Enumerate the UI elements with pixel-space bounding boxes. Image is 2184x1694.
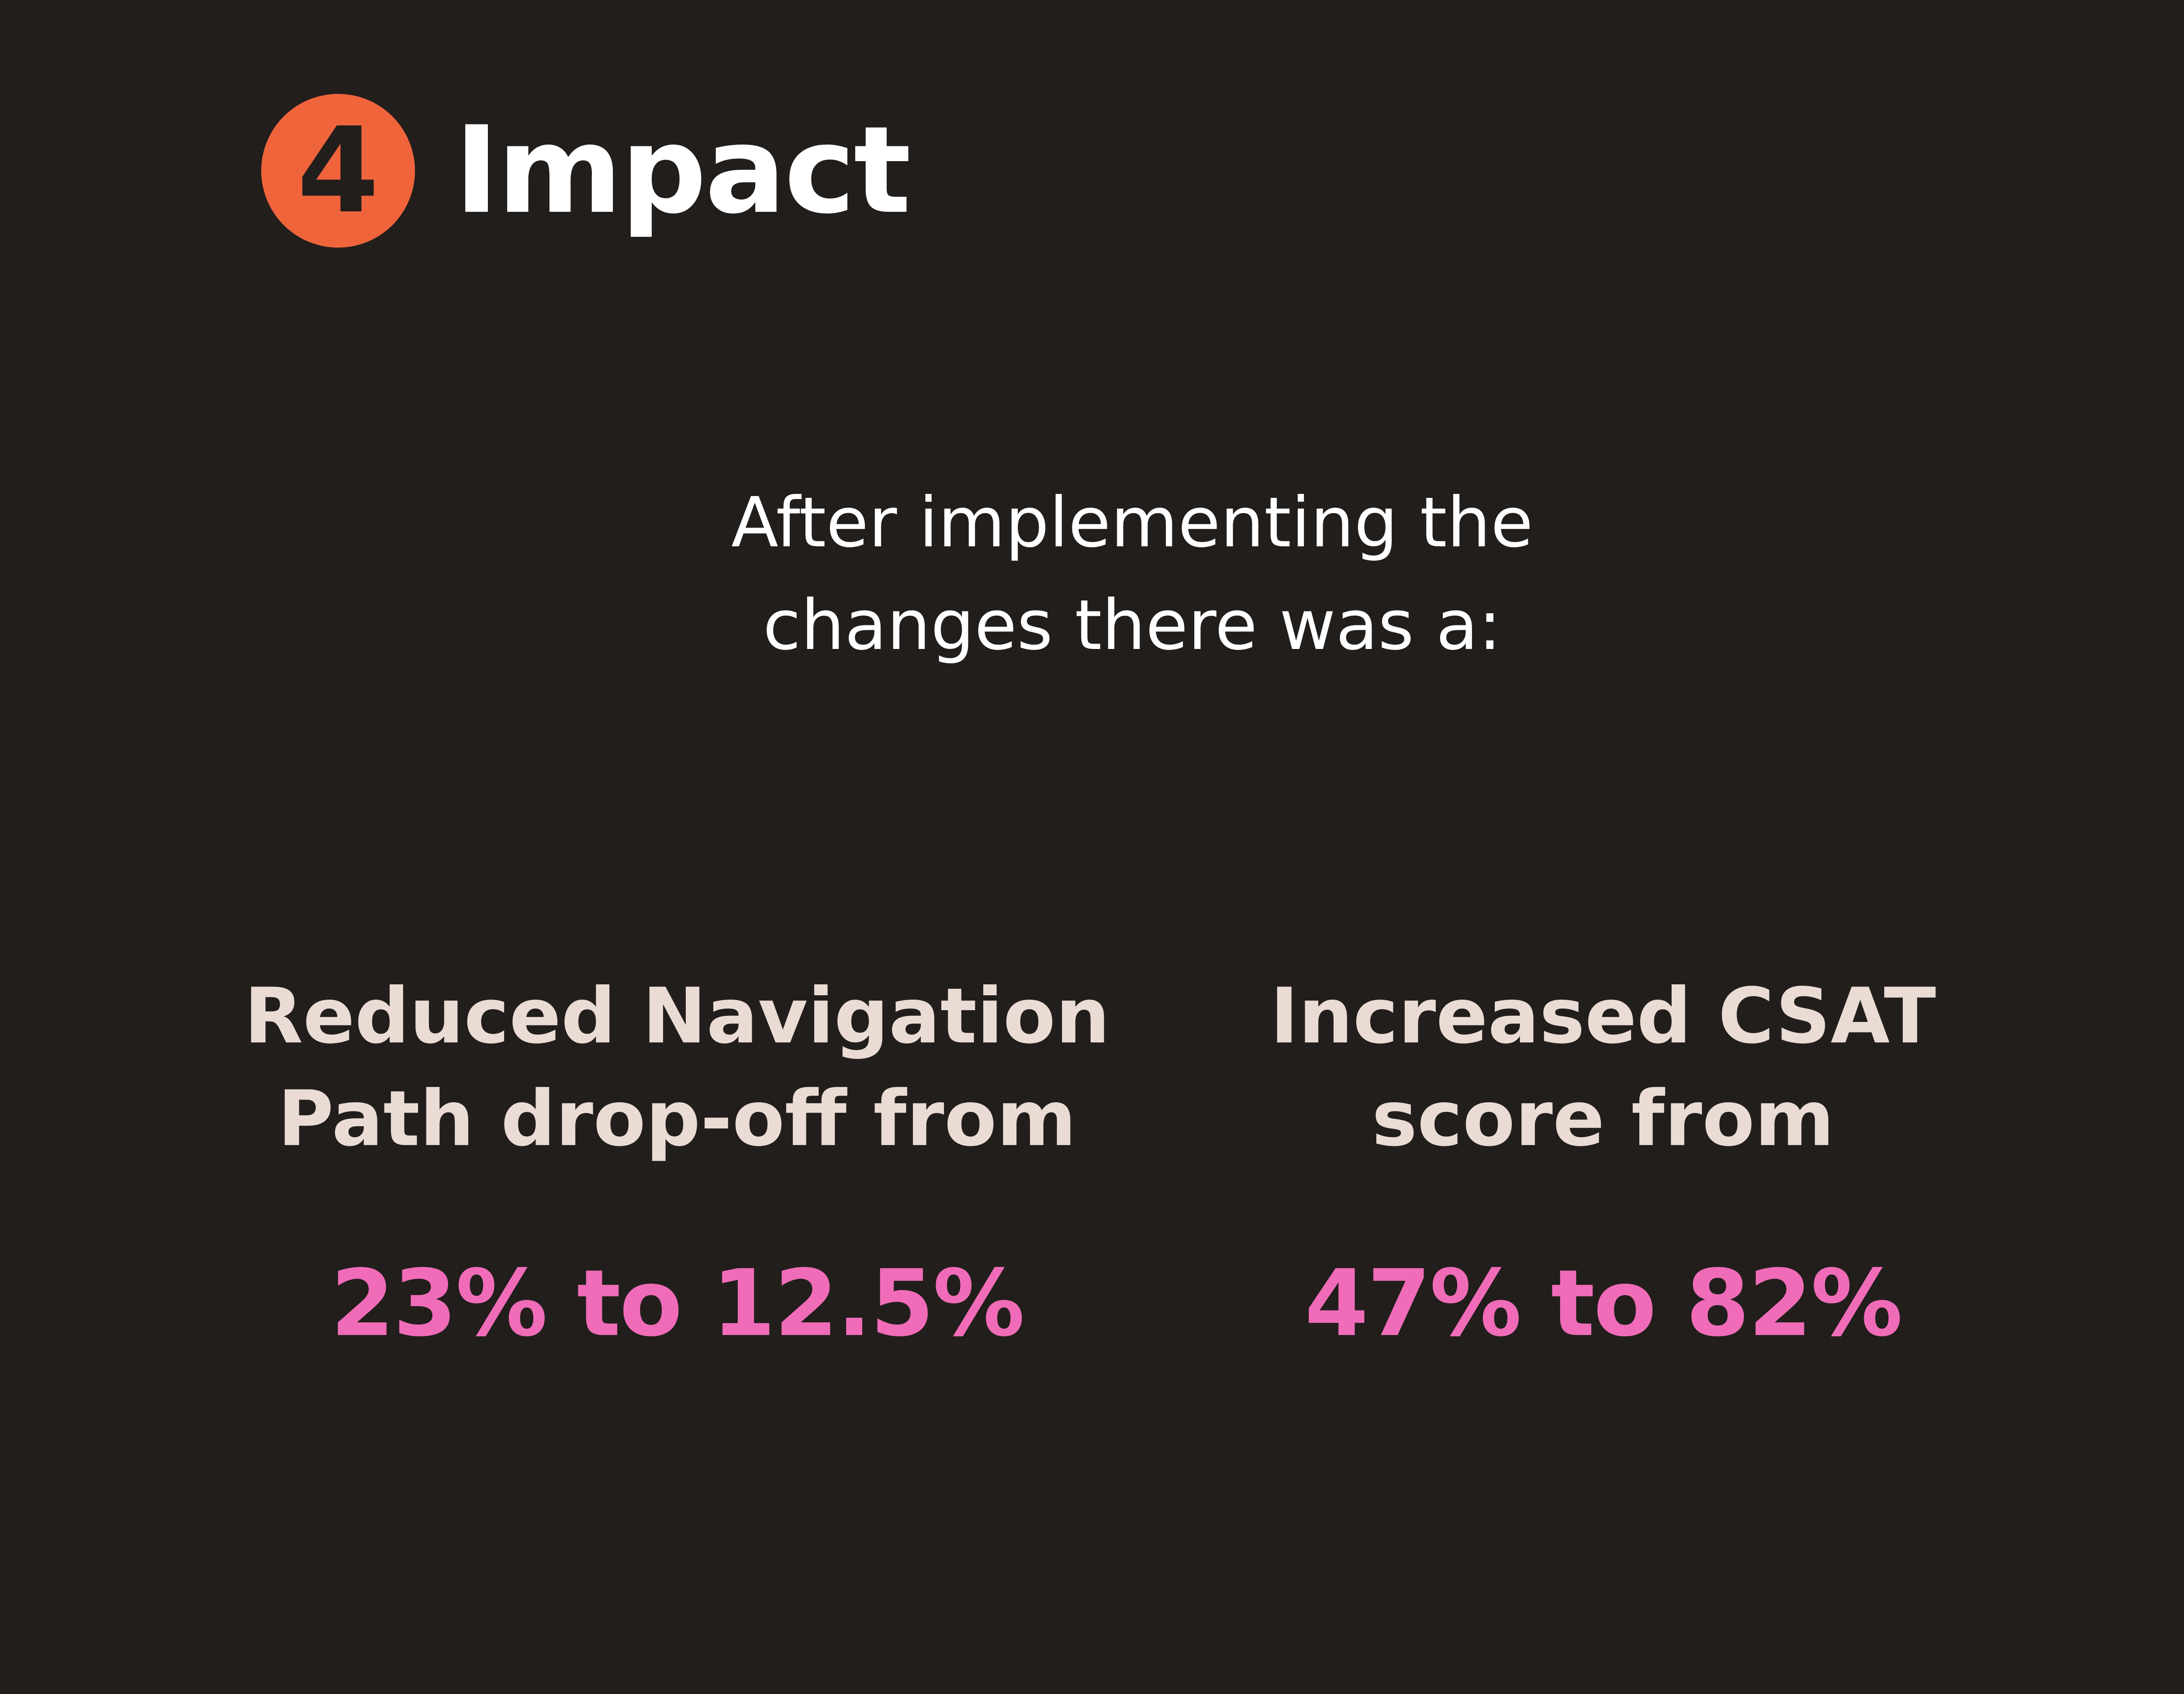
intro-text: After implementing the changes there was… [437, 472, 1828, 677]
metric-value: 23% to 12.5% [330, 1250, 1025, 1357]
metric-label-line: Reduced Navigation [244, 972, 1110, 1061]
step-number: 4 [297, 102, 379, 239]
page-title: Impact [454, 100, 911, 240]
metric-value: 47% to 82% [1304, 1250, 1903, 1357]
metric-csat-score: Increased CSAT score from 47% to 82% [1101, 965, 2105, 1363]
intro-line: changes there was a: [763, 585, 1502, 666]
metric-label: Increased CSAT score from [1101, 965, 2105, 1170]
metric-label-line: Path drop-off from [277, 1075, 1077, 1163]
metric-label: Reduced Navigation Path drop-off from [175, 965, 1179, 1170]
metric-navigation-dropoff: Reduced Navigation Path drop-off from 23… [175, 965, 1179, 1363]
step-number-badge: 4 [261, 94, 415, 248]
metric-label-line: Increased CSAT [1270, 972, 1936, 1061]
metric-label-line: score from [1372, 1075, 1835, 1163]
intro-line: After implementing the [731, 483, 1533, 563]
